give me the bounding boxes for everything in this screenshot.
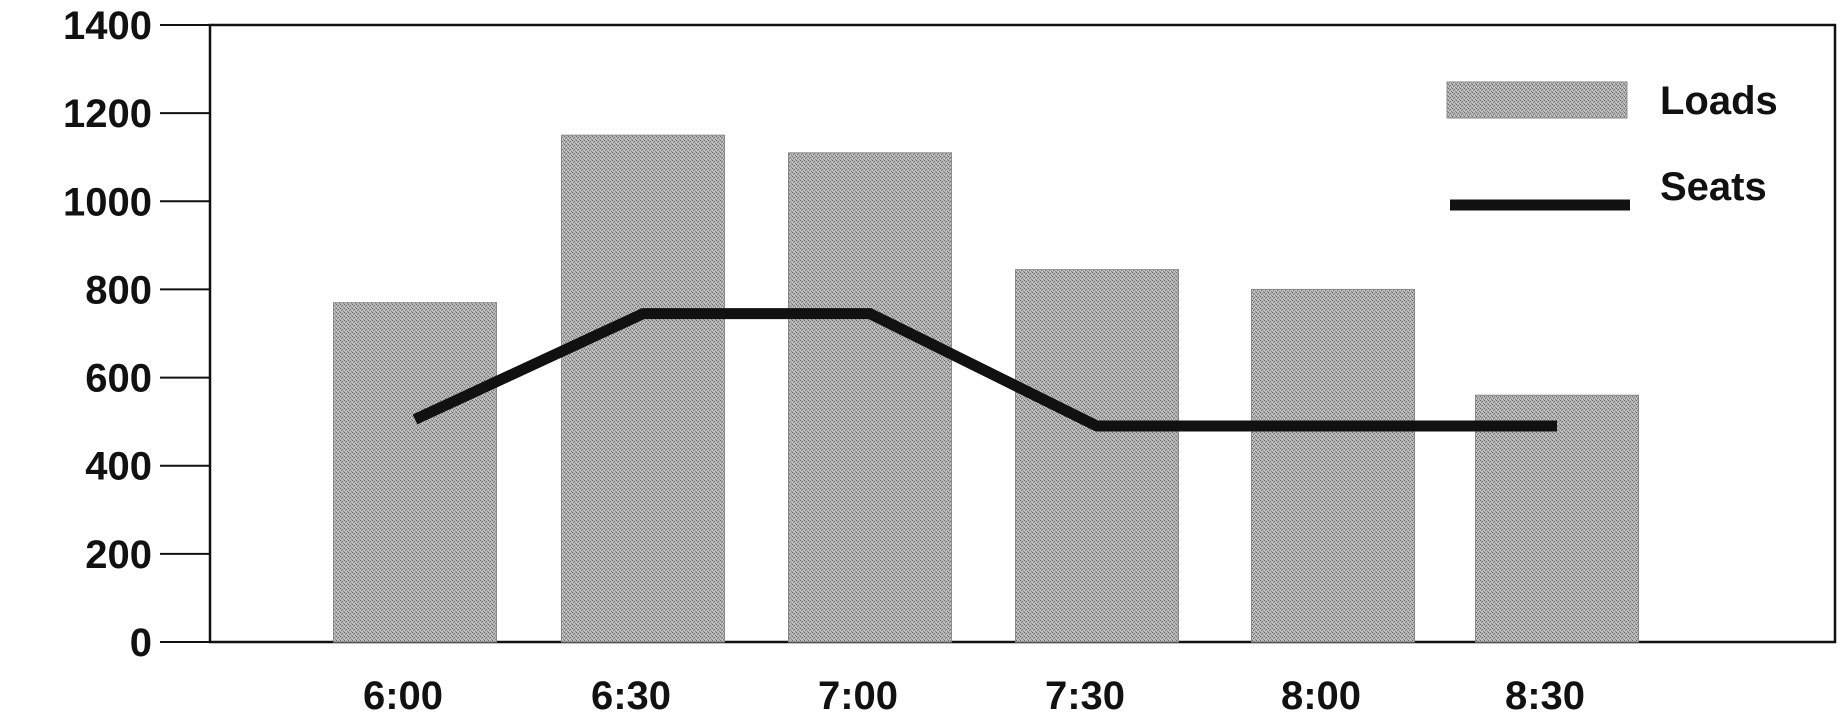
y-tick-label: 800 bbox=[85, 268, 152, 312]
y-axis: 0 200 400 600 800 1000 1200 1400 bbox=[63, 4, 210, 665]
legend-loads-swatch bbox=[1446, 81, 1628, 119]
y-tick-label: 1000 bbox=[63, 180, 152, 224]
seats-line-group bbox=[412, 308, 1557, 432]
legend-seats-label: Seats bbox=[1660, 165, 1767, 209]
y-tick-label: 400 bbox=[85, 445, 152, 489]
x-tick-label: 8:00 bbox=[1281, 674, 1361, 718]
y-tick-label: 600 bbox=[85, 357, 152, 401]
legend: Loads Seats bbox=[1446, 79, 1778, 211]
loads-bars bbox=[333, 134, 1639, 643]
x-tick-label: 7:00 bbox=[818, 674, 898, 718]
loads-bar-730 bbox=[1015, 269, 1179, 643]
loads-bar-830 bbox=[1475, 394, 1639, 643]
seats-line bbox=[412, 308, 1557, 432]
x-tick-label: 7:30 bbox=[1045, 674, 1125, 718]
y-tick-label: 0 bbox=[130, 621, 152, 665]
x-axis: 6:00 6:30 7:00 7:30 8:00 8:30 bbox=[363, 674, 1585, 718]
x-tick-label: 6:00 bbox=[363, 674, 443, 718]
x-tick-label: 8:30 bbox=[1505, 674, 1585, 718]
loads-bar-630 bbox=[561, 134, 725, 643]
x-tick-label: 6:30 bbox=[591, 674, 671, 718]
legend-loads-label: Loads bbox=[1660, 79, 1778, 123]
loads-bar-600 bbox=[333, 302, 497, 643]
loads-bar-800 bbox=[1251, 288, 1415, 643]
y-tick-label: 1400 bbox=[63, 4, 152, 48]
y-tick-label: 200 bbox=[85, 533, 152, 577]
loads-bar-700 bbox=[788, 152, 952, 643]
y-tick-label: 1200 bbox=[63, 92, 152, 136]
